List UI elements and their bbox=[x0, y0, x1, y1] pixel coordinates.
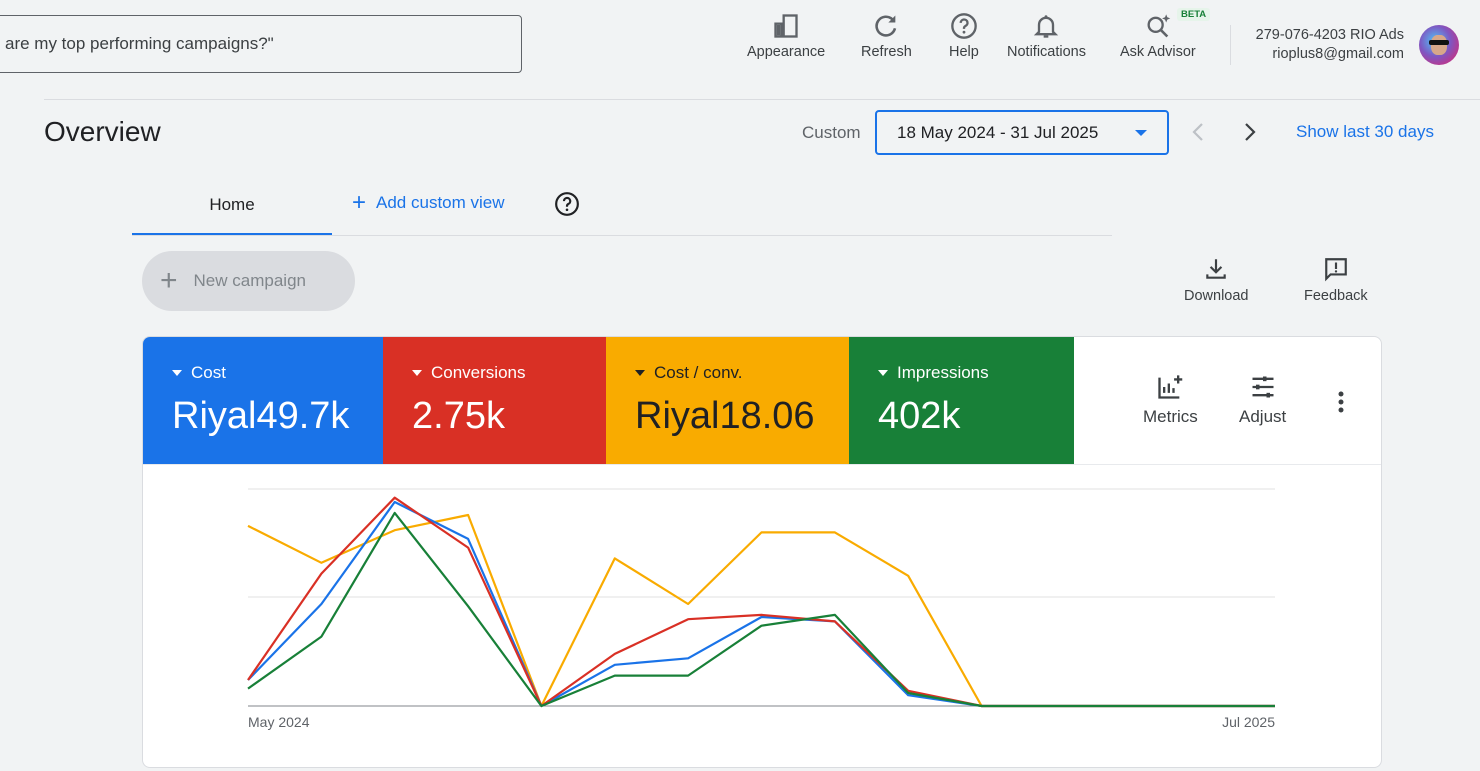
add-custom-view-button[interactable]: + Add custom view bbox=[352, 191, 505, 215]
new-campaign-button[interactable]: + New campaign bbox=[142, 251, 355, 311]
avatar-face bbox=[1431, 35, 1447, 55]
caret-down-icon bbox=[1135, 130, 1147, 136]
header-divider bbox=[44, 99, 1480, 100]
help-icon bbox=[951, 13, 977, 39]
appearance-button[interactable]: Appearance bbox=[747, 12, 825, 60]
ask-advisor-label: Ask Advisor bbox=[1120, 44, 1196, 60]
avatar[interactable] bbox=[1419, 25, 1459, 65]
date-range-type-label: Custom bbox=[802, 123, 861, 142]
date-range-select[interactable]: 18 May 2024 - 31 Jul 2025 bbox=[875, 110, 1169, 155]
x-axis-end-label: Jul 2025 bbox=[1222, 714, 1275, 730]
download-label: Download bbox=[1184, 288, 1249, 304]
account-info[interactable]: 279-076-4203 RIO Ads rioplus8@gmail.com bbox=[1256, 26, 1404, 64]
new-campaign-label: New campaign bbox=[193, 271, 306, 290]
refresh-button[interactable]: Refresh bbox=[861, 12, 912, 60]
advisor-search-sparkle-icon bbox=[1147, 14, 1171, 38]
dropdown-icon bbox=[172, 370, 182, 376]
ask-advisor-button[interactable]: Ask Advisor bbox=[1120, 12, 1196, 60]
refresh-icon bbox=[875, 15, 897, 37]
tabs-divider bbox=[132, 235, 1112, 236]
metric-conversions[interactable]: Conversions 2.75k bbox=[383, 337, 606, 464]
topbar-divider bbox=[1230, 25, 1231, 65]
search-query-text: are my top performing campaigns?" bbox=[5, 34, 274, 53]
bell-icon bbox=[1034, 15, 1059, 38]
show-last-30-days-link[interactable]: Show last 30 days bbox=[1296, 122, 1434, 141]
account-email: rioplus8@gmail.com bbox=[1272, 46, 1404, 62]
previous-period-icon[interactable] bbox=[1186, 118, 1210, 146]
dropdown-icon bbox=[412, 370, 422, 376]
metric-impressions[interactable]: Impressions 402k bbox=[849, 337, 1074, 464]
metrics-chart-plus-icon bbox=[1158, 375, 1183, 399]
metrics-label: Metrics bbox=[1143, 407, 1198, 426]
metric-cost-per-conv[interactable]: Cost / conv. Riyal18.06 bbox=[606, 337, 849, 464]
appearance-label: Appearance bbox=[747, 44, 826, 60]
metrics-button[interactable]: Metrics bbox=[1143, 373, 1198, 427]
avatar-glasses bbox=[1429, 40, 1449, 45]
more-options-icon[interactable] bbox=[1329, 388, 1353, 416]
adjust-button[interactable]: Adjust bbox=[1239, 373, 1286, 427]
metric-cost-value: Riyal49.7k bbox=[172, 395, 350, 437]
help-circle-icon[interactable] bbox=[554, 191, 580, 217]
plus-icon: + bbox=[160, 264, 178, 297]
help-label: Help bbox=[949, 44, 979, 60]
dropdown-icon bbox=[878, 370, 888, 376]
card-divider bbox=[143, 464, 1381, 465]
appearance-icon bbox=[774, 14, 798, 38]
download-icon bbox=[1206, 259, 1226, 279]
performance-line-chart: May 2024 Jul 2025 bbox=[247, 488, 1275, 730]
feedback-button[interactable]: Feedback bbox=[1304, 256, 1368, 304]
adjust-label: Adjust bbox=[1239, 407, 1287, 426]
metric-conversions-label: Conversions bbox=[431, 363, 526, 382]
metric-cost-per-conv-value: Riyal18.06 bbox=[635, 395, 815, 437]
series-line-3 bbox=[247, 511, 1275, 708]
plus-icon: + bbox=[352, 189, 367, 216]
metric-cost-label: Cost bbox=[191, 363, 226, 382]
dropdown-icon bbox=[635, 370, 645, 376]
search-input[interactable]: are my top performing campaigns?" bbox=[0, 15, 522, 73]
series-line-2 bbox=[247, 513, 1275, 708]
tab-home[interactable]: Home bbox=[132, 183, 332, 235]
beta-badge: BETA bbox=[1177, 8, 1211, 21]
performance-card: Cost Riyal49.7k Conversions 2.75k Cost /… bbox=[142, 336, 1382, 768]
metric-cost[interactable]: Cost Riyal49.7k bbox=[143, 337, 383, 464]
x-axis-start-label: May 2024 bbox=[248, 714, 310, 730]
download-button[interactable]: Download bbox=[1184, 256, 1249, 304]
add-custom-view-label: Add custom view bbox=[376, 193, 505, 212]
next-period-icon[interactable] bbox=[1238, 118, 1262, 146]
metric-impressions-label: Impressions bbox=[897, 363, 989, 382]
metric-conversions-value: 2.75k bbox=[412, 395, 505, 437]
feedback-label: Feedback bbox=[1304, 288, 1368, 304]
feedback-icon bbox=[1325, 258, 1347, 282]
help-button[interactable]: Help bbox=[949, 12, 979, 60]
metric-impressions-value: 402k bbox=[878, 395, 961, 437]
metric-cost-per-conv-label: Cost / conv. bbox=[654, 363, 743, 382]
notifications-button[interactable]: Notifications bbox=[1007, 12, 1086, 60]
refresh-label: Refresh bbox=[861, 44, 912, 60]
account-id-name: 279-076-4203 RIO Ads bbox=[1255, 27, 1404, 43]
date-range-value: 18 May 2024 - 31 Jul 2025 bbox=[897, 122, 1099, 142]
sliders-icon bbox=[1252, 376, 1274, 398]
notifications-label: Notifications bbox=[1007, 44, 1086, 60]
page-title: Overview bbox=[44, 116, 161, 147]
